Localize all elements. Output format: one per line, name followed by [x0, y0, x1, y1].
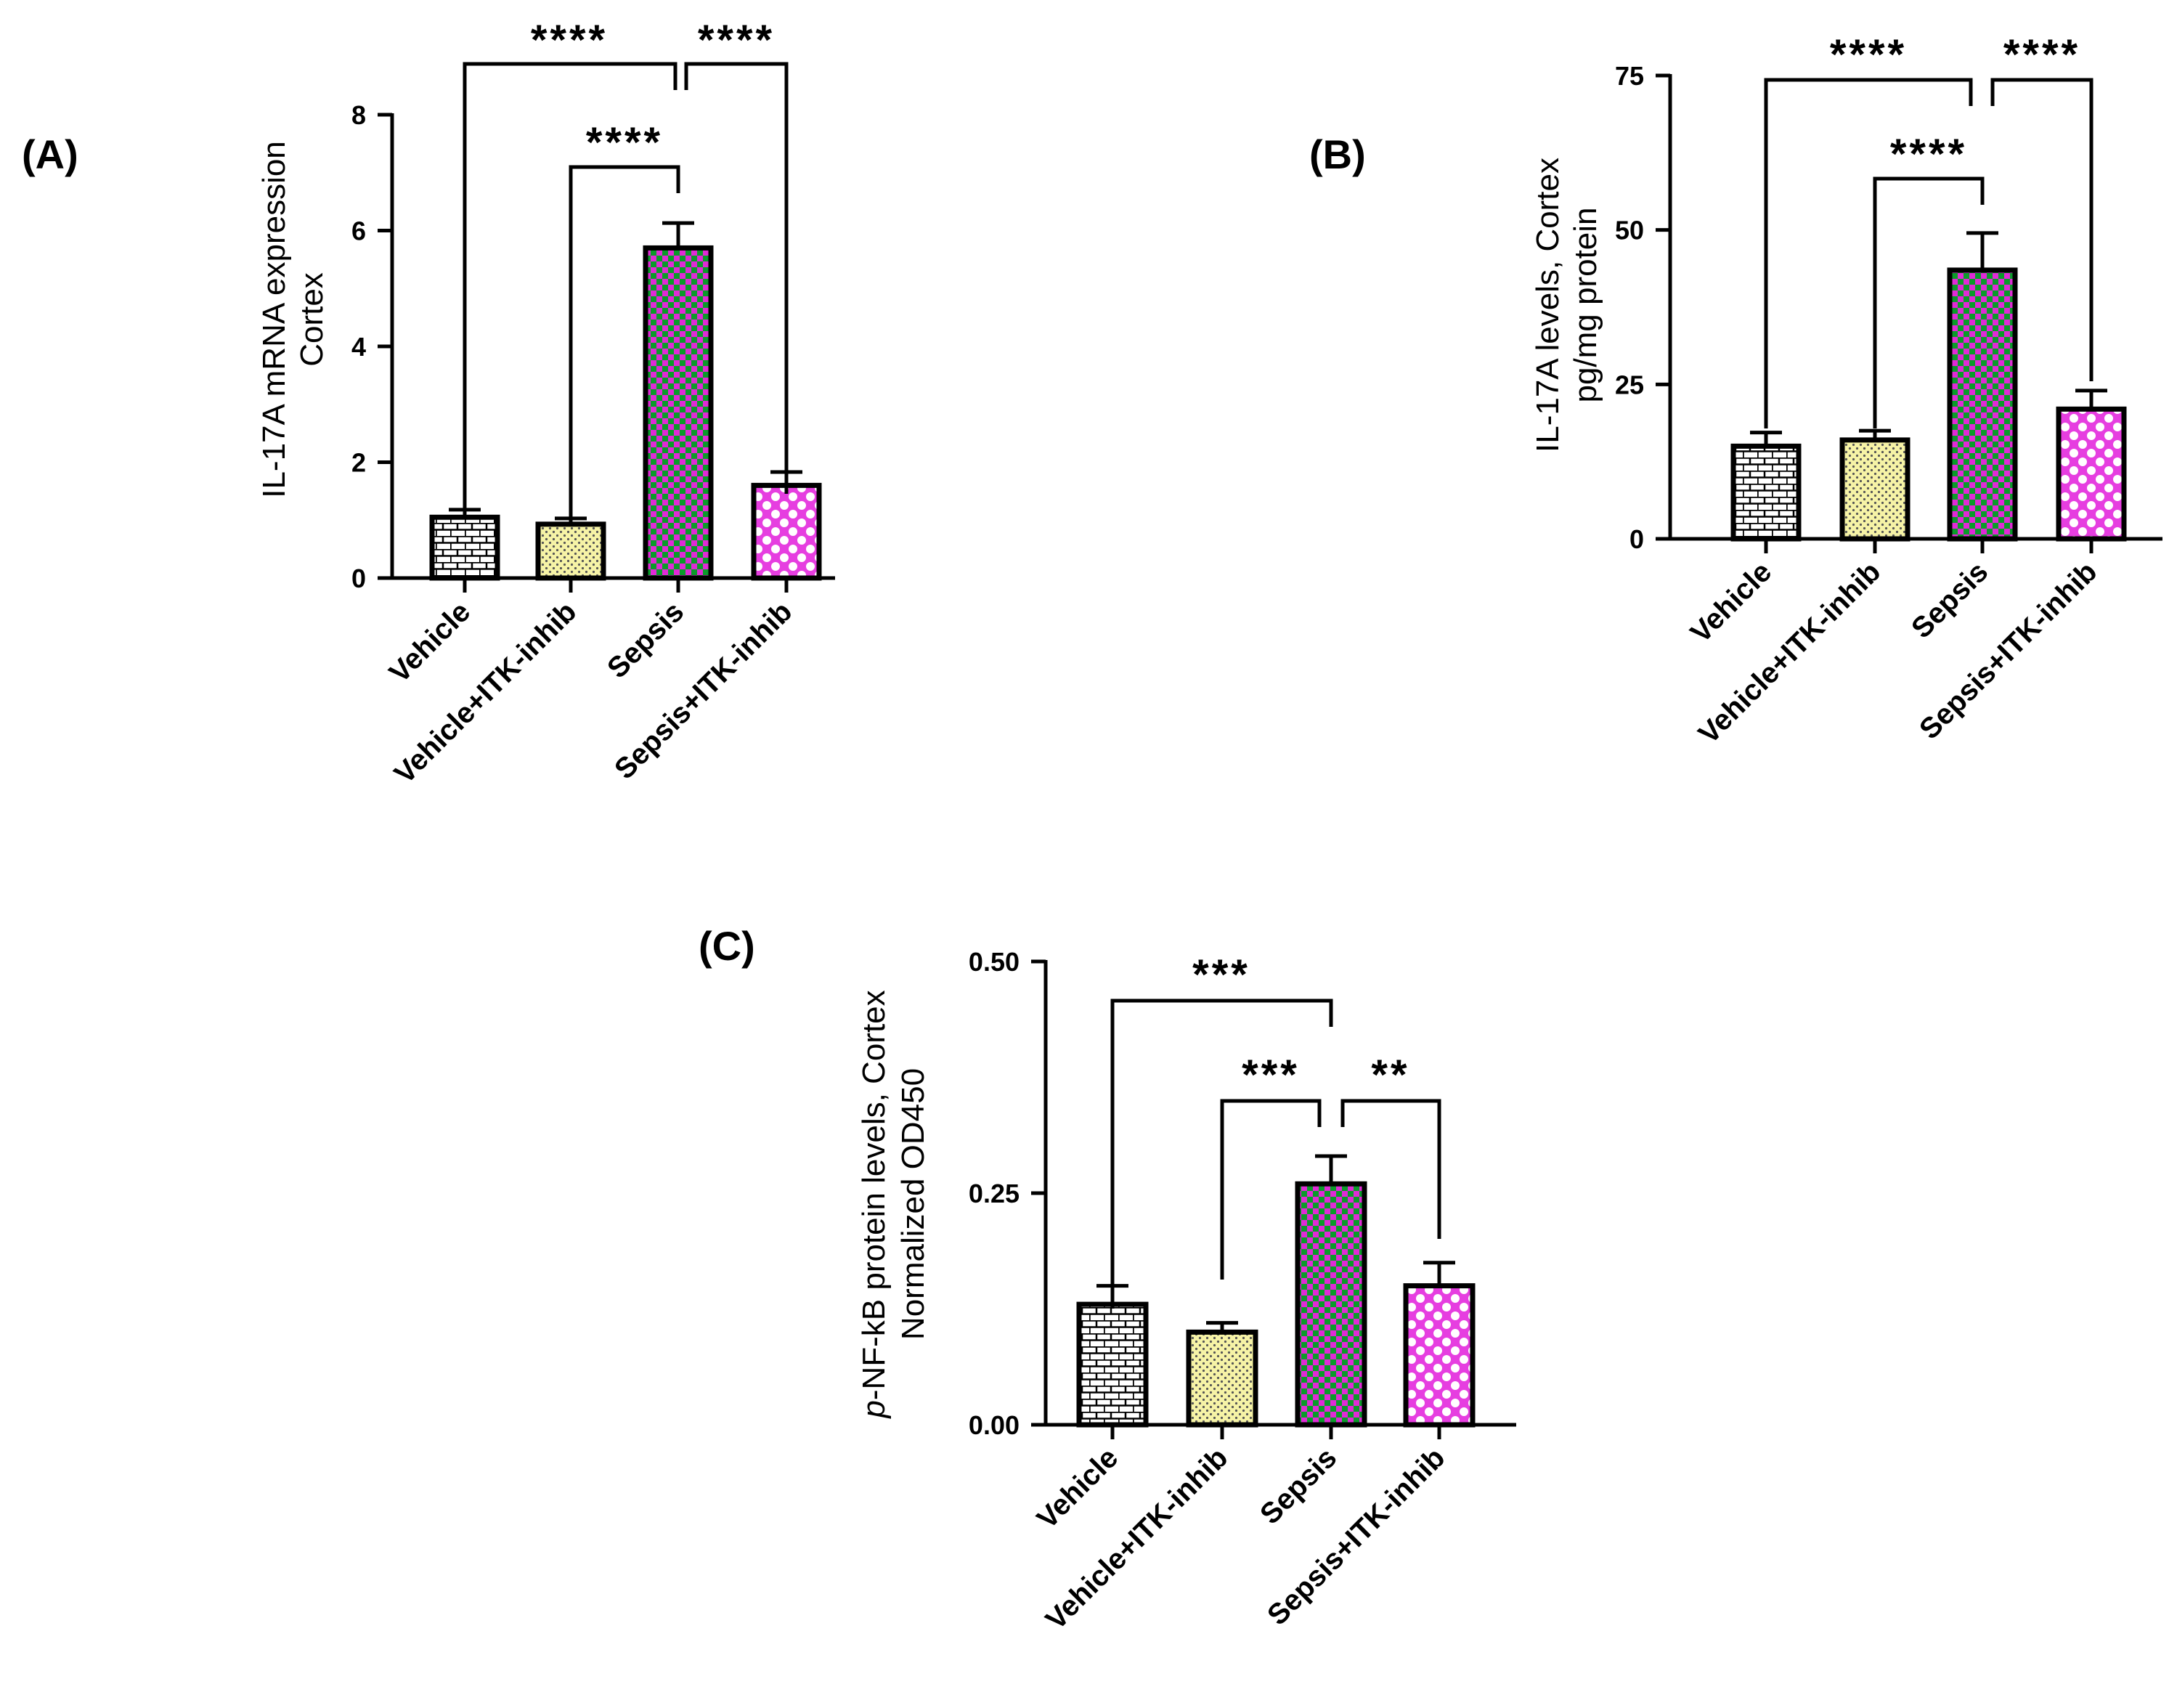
panel-c-significance-bracket	[1220, 1099, 1322, 1280]
panel-a-category-label-sepsis-itk: Sepsis+ITK-inhib	[609, 595, 798, 785]
panel-b-significance-bracket	[1873, 176, 1985, 428]
panel-b-bar-sepsis	[1947, 267, 2018, 542]
panel-c-significance-label: **	[1371, 1052, 1409, 1099]
panel-b-significance-label: ****	[1830, 31, 1907, 78]
panel-c-significance-label: ***	[1192, 951, 1250, 999]
panel-a-bar-vehicle-itk	[535, 521, 606, 581]
panel-a-significance-label: ****	[531, 17, 608, 64]
panel-b-ylabel-line2: pg/mg protein	[1568, 207, 1603, 402]
panel-b-category-label-vehicle: Vehicle	[1685, 556, 1778, 649]
panel-b-letter: (B)	[1309, 131, 1366, 177]
panel-a-significance-bracket	[569, 165, 680, 519]
panel-a-category-label-vehicle-itk: Vehicle+ITK-inhib	[388, 595, 583, 790]
panel-b-bar-sepsis-itk	[2056, 406, 2127, 542]
panel-c-ylabel-line1: p-NF-kB protein levels, Cortex	[856, 990, 892, 1419]
panel-a-significance-bracket	[684, 62, 789, 494]
panel-c-category-label-vehicle-itk: Vehicle+ITK-inhib	[1040, 1441, 1234, 1636]
panel-c-category-label-sepsis-itk: Sepsis+ITK-inhib	[1261, 1441, 1451, 1631]
panel-c-category-label-vehicle: Vehicle	[1031, 1441, 1125, 1535]
panel-c-ytick-label: 0.00	[969, 1410, 1020, 1440]
panel-b-ytick-label: 25	[1615, 370, 1644, 399]
panel-b-bar-vehicle-itk	[1839, 437, 1911, 542]
panel-b-category-label-sepsis: Sepsis	[1905, 556, 1994, 644]
panel-c-significance-bracket	[1110, 999, 1333, 1309]
panel-b-ylabel-line1: IL-17A levels, Cortex	[1530, 158, 1566, 452]
panel-c-letter: (C)	[699, 923, 755, 969]
panel-a-bar-vehicle	[429, 514, 500, 581]
panel-a-bar-sepsis	[643, 245, 714, 581]
panel-c-ylabel-rest: -NF-kB protein levels, Cortex	[856, 990, 892, 1400]
panel-c-significance-bracket	[1340, 1099, 1441, 1239]
panel-a-ylabel-line1: IL-17A mRNA expression	[256, 141, 292, 498]
panel-b-ytick-label: 50	[1615, 216, 1644, 245]
panel-c-significance-label: ***	[1242, 1052, 1300, 1099]
panel-b-ytick-label: 75	[1615, 61, 1644, 91]
panel-a-ylabel-line2: Cortex	[294, 272, 330, 367]
panel-c-ytick-label: 0.25	[969, 1179, 1020, 1208]
panel-c-bar-sepsis	[1295, 1181, 1367, 1428]
panel-a-ytick-label: 8	[351, 100, 366, 130]
panel-a-bar-sepsis-itk	[751, 482, 822, 581]
panel-a-ytick-label: 0	[351, 564, 366, 593]
panel-a-significance-label: ****	[586, 119, 663, 166]
panel-a-category-label-vehicle: Vehicle	[383, 595, 477, 689]
panel-b-category-label-sepsis-itk: Sepsis+ITK-inhib	[1913, 556, 2103, 745]
panel-a-ytick-label: 6	[351, 216, 366, 246]
panel-b-significance-bracket	[1764, 78, 1973, 428]
panel-a-ytick-label: 4	[351, 332, 366, 362]
panel-b-significance-label: ****	[1890, 131, 1967, 178]
panel-a-category-label-sepsis: Sepsis	[601, 595, 690, 684]
panel-b-significance-bracket	[1990, 78, 2093, 381]
panel-c-bar-vehicle-itk	[1186, 1329, 1258, 1428]
panel-a-significance-label: ****	[698, 17, 775, 64]
panel-a-significance-bracket	[463, 62, 677, 519]
panel-c-ytick-label: 0.50	[969, 947, 1020, 977]
panel-c-ylabel-italic: p	[856, 1400, 892, 1419]
panel-c-ylabel-line2: Normalized OD450	[895, 1068, 931, 1340]
panel-c-category-label-sepsis: Sepsis	[1254, 1441, 1343, 1530]
panel-a-ytick-label: 2	[351, 448, 366, 478]
panel-b-significance-label: ****	[2003, 31, 2080, 78]
panel-c-bar-sepsis-itk	[1403, 1283, 1476, 1428]
panel-a-letter: (A)	[22, 131, 78, 177]
panel-b-bar-vehicle	[1730, 443, 1802, 542]
panel-c-bar-vehicle	[1076, 1301, 1149, 1428]
panel-b-ytick-label: 0	[1629, 524, 1644, 554]
panel-b-category-label-vehicle-itk: Vehicle+ITK-inhib	[1693, 556, 1887, 750]
